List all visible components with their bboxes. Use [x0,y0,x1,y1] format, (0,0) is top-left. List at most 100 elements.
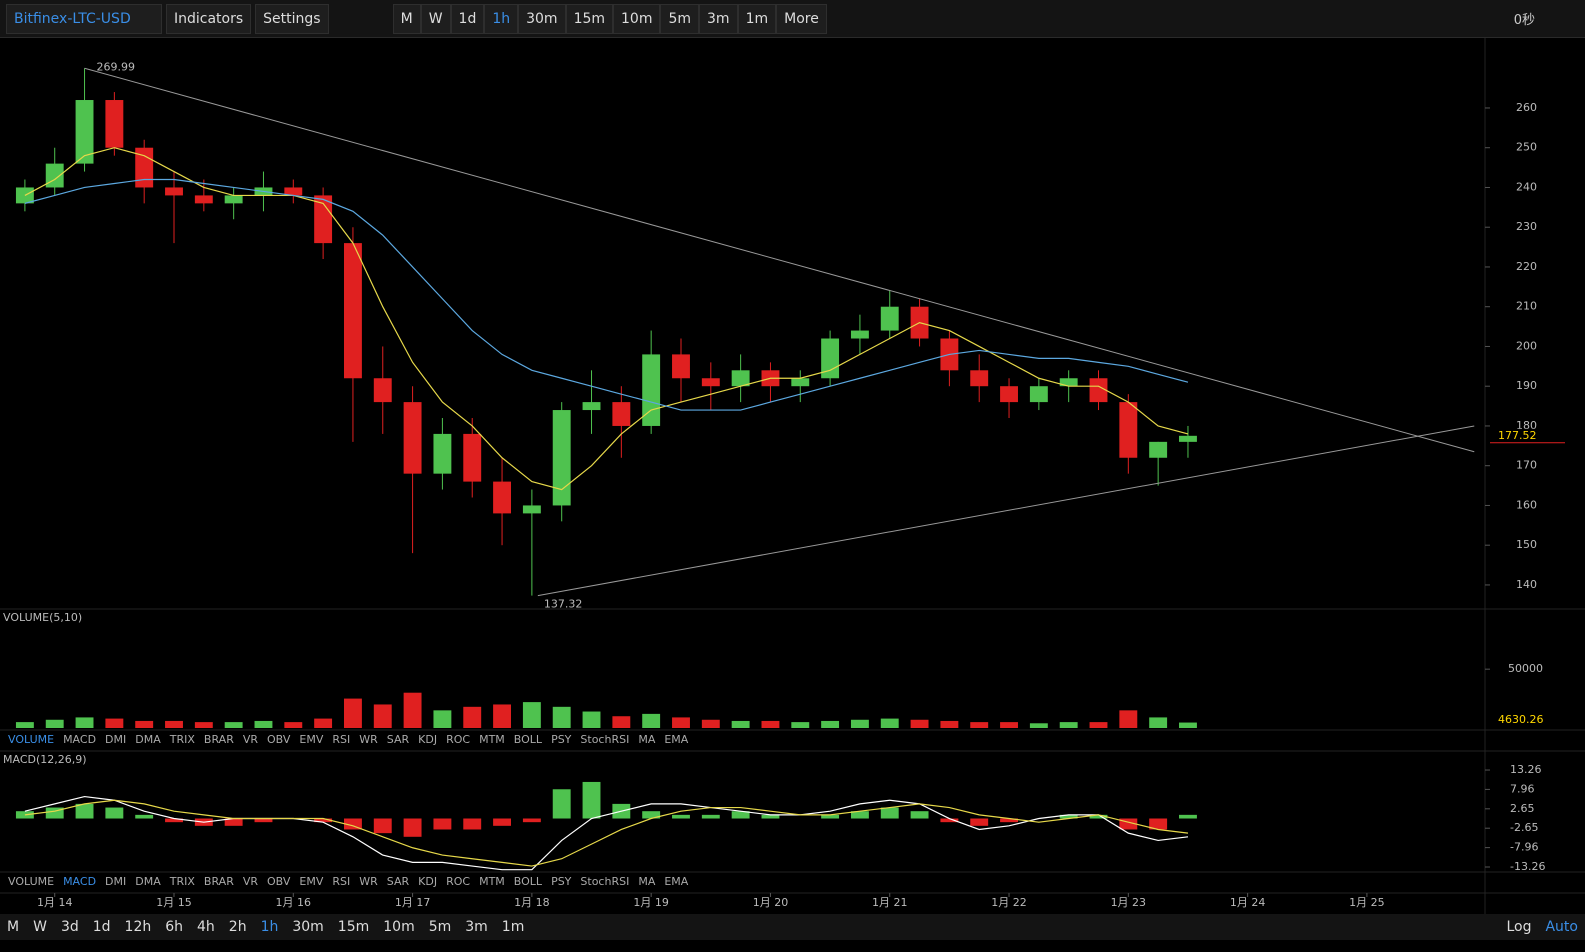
indicator-tab[interactable]: DMI [105,875,126,888]
volume-bar [910,719,929,728]
menu-button[interactable]: Indicators [166,3,252,34]
interval-button[interactable]: 30m [518,3,566,34]
volume-bar [254,720,273,728]
candle-body [1029,386,1048,403]
interval-button[interactable]: 1h [260,919,279,935]
indicator-tab[interactable]: MA [638,875,655,888]
interval-button[interactable]: W [420,3,451,34]
intervals: M W 1d 1h 30m 15m 10m 5m 3m 1m More [392,3,827,34]
interval-button[interactable]: 1m [737,3,777,34]
indicator-tab[interactable]: DMA [135,875,161,888]
macd-bar [1059,814,1078,819]
indicator-tab[interactable]: StochRSI [580,875,629,888]
indicator-tab[interactable]: VOLUME [8,875,54,888]
x-tick-label: 1月 16 [276,896,312,909]
interval-button[interactable]: 10m [613,3,661,34]
indicator-tab[interactable]: KDJ [418,875,437,888]
y-tick-label: 140 [1516,578,1537,591]
indicator-tab[interactable]: RSI [332,875,350,888]
volume-bar [224,722,243,728]
interval-button[interactable]: 12h [124,919,152,935]
candle-body [224,195,243,204]
y-tick-label: 250 [1516,141,1537,154]
indicator-tab[interactable]: EMA [664,733,688,746]
indicator-tab[interactable]: ROC [446,875,470,888]
indicator-tab[interactable]: EMA [664,875,688,888]
indicator-tab[interactable]: WR [359,875,378,888]
y-tick-label: 220 [1516,260,1537,273]
indicator-tab[interactable]: OBV [267,733,291,746]
indicator-tab[interactable]: RSI [332,733,350,746]
scale-button[interactable]: Auto [1545,919,1578,935]
indicator-tab[interactable]: PSY [551,733,572,746]
interval-button[interactable]: 1d [92,919,111,935]
menus: Indicators Settings [166,3,329,34]
scale-button[interactable]: Log [1506,919,1532,935]
candle-body [850,330,869,339]
indicator-tab[interactable]: DMI [105,733,126,746]
indicator-tab[interactable]: SAR [387,875,410,888]
interval-button[interactable]: 5m [428,919,452,935]
interval-button[interactable]: 6h [165,919,183,935]
indicator-tab[interactable]: MA [638,733,655,746]
indicator-tab[interactable]: SAR [387,733,410,746]
interval-button[interactable]: 15m [565,3,614,34]
indicator-tab[interactable]: OBV [267,875,291,888]
indicator-tab[interactable]: PSY [551,875,572,888]
indicator-tab[interactable]: DMA [135,733,161,746]
interval-button[interactable]: 1m [501,919,525,935]
indicator-tab[interactable]: ROC [446,733,470,746]
macd-bar [135,814,154,819]
indicator-tab[interactable]: BOLL [514,875,543,888]
interval-button[interactable]: 3d [60,919,79,935]
indicator-tab[interactable]: TRIX [169,875,196,888]
interval-button[interactable]: More [776,3,827,34]
macd-bar [821,814,840,819]
candle-body [612,402,631,426]
interval-button[interactable]: 3m [699,3,738,34]
symbol[interactable]: Bitfinex-LTC-USD [6,3,162,34]
interval-button[interactable]: 4h [197,919,215,935]
interval-button[interactable]: M [392,3,421,34]
volume-bar [314,718,333,728]
indicator-tab[interactable]: VOLUME [8,733,54,746]
macd-line [24,799,1189,867]
y-tick-label: 230 [1516,220,1537,233]
indicator-tab[interactable]: EMV [299,733,323,746]
x-tick-label: 1月 19 [633,896,669,909]
indicator-tab[interactable]: BRAR [204,733,234,746]
y-tick-label: 260 [1516,101,1537,114]
indicator-tab[interactable]: VR [243,733,259,746]
y-tick-label: 50000 [1508,662,1543,675]
interval-button[interactable]: 5m [660,3,700,34]
indicator-tab[interactable]: MTM [479,875,505,888]
interval-button[interactable]: 3m [465,919,488,935]
interval-button[interactable]: 10m [383,919,415,935]
indicator-tab[interactable]: BOLL [514,733,543,746]
indicator-tab[interactable]: WR [359,733,378,746]
indicator-tab[interactable]: TRIX [169,733,196,746]
interval-button[interactable]: 1d [450,3,485,34]
interval-button[interactable]: 1h [484,3,519,34]
indicator-tab[interactable]: StochRSI [580,733,629,746]
indicator-tab[interactable]: MTM [479,733,505,746]
interval-button[interactable]: W [33,919,47,935]
indicator-tab[interactable]: EMV [299,875,323,888]
indicator-tab[interactable]: BRAR [204,875,234,888]
volume-bar [1000,722,1018,728]
indicator-tab[interactable]: MACD [63,733,96,746]
interval-button[interactable]: M [7,919,20,935]
interval-button[interactable]: 30m [292,919,324,935]
indicator-tab[interactable]: KDJ [418,733,437,746]
indicator-tab[interactable]: VR [243,875,259,888]
interval-button[interactable]: 2h [228,919,247,935]
indicator-tab[interactable]: MACD [63,875,96,888]
macd-bar [373,818,392,834]
macd-bar [343,818,362,830]
candle-body [45,163,64,188]
macd-bar [165,818,183,823]
macd-bar [493,818,511,826]
interval-button[interactable]: 15m [337,919,370,935]
menu-button[interactable]: Settings [255,3,329,34]
volume-bar [194,722,213,728]
